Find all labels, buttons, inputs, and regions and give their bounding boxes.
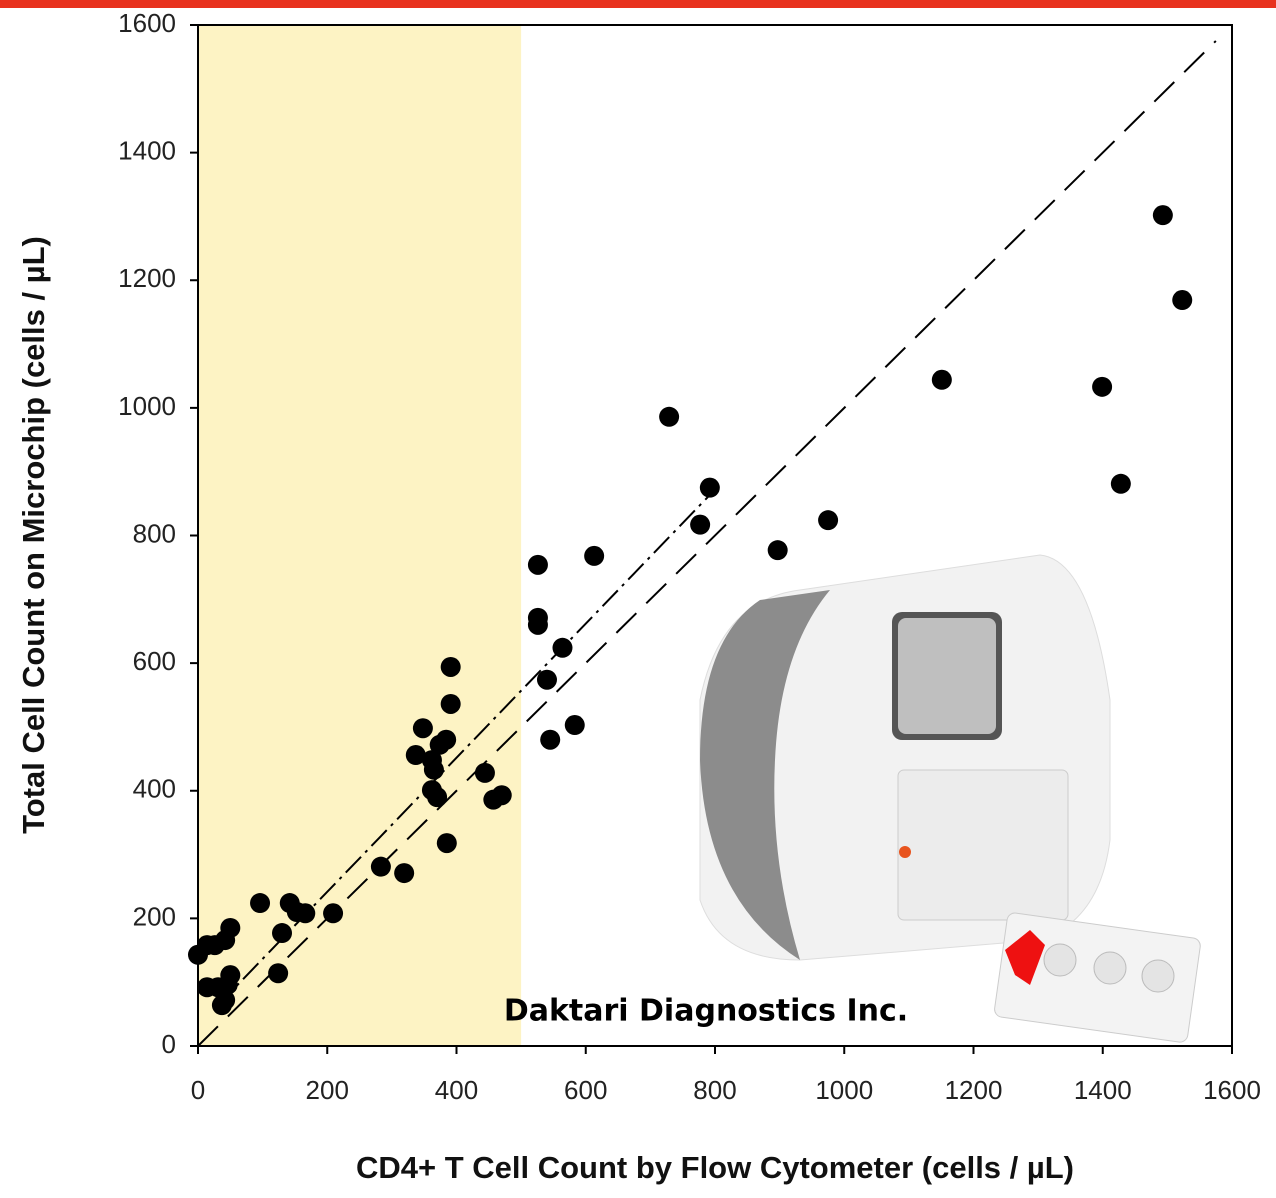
data-point	[323, 903, 344, 924]
plot-area: 0 200 400 600 800 1000 1200 1400 1600 0 200 400 600 8…	[118, 8, 1261, 1105]
top-bar	[0, 0, 1276, 8]
data-point	[767, 540, 788, 561]
data-point	[1110, 473, 1131, 494]
data-point	[436, 729, 457, 750]
data-point	[440, 656, 461, 677]
data-point	[1172, 290, 1193, 311]
data-point	[427, 787, 448, 808]
data-point	[423, 759, 444, 780]
x-tick-label: 600	[564, 1075, 607, 1105]
y-tick-label: 1600	[118, 8, 176, 38]
y-tick-label: 400	[133, 774, 176, 804]
annotation: Daktari Diagnostics Inc.	[504, 994, 908, 1029]
highlight-band	[198, 25, 522, 1046]
data-point	[491, 785, 512, 806]
data-point	[1152, 205, 1173, 226]
x-tick-label: 1200	[945, 1075, 1003, 1105]
data-point	[699, 477, 720, 498]
x-tick-label: 1000	[815, 1075, 873, 1105]
data-point	[370, 856, 391, 877]
data-point	[436, 833, 457, 854]
y-tick-label: 0	[162, 1029, 176, 1059]
data-point	[295, 903, 316, 924]
data-point	[527, 614, 548, 635]
y-tick-label: 1200	[118, 263, 176, 293]
data-point	[552, 637, 573, 658]
data-point	[818, 510, 839, 531]
data-point	[250, 893, 271, 914]
data-point	[220, 917, 241, 938]
data-point	[268, 963, 289, 984]
data-point	[405, 745, 426, 766]
data-point	[540, 729, 561, 750]
data-point	[931, 369, 952, 390]
x-tick-label: 200	[306, 1075, 349, 1105]
x-tick-label: 800	[693, 1075, 736, 1105]
y-tick-label: 1000	[118, 391, 176, 421]
data-point	[412, 718, 433, 739]
data-point	[211, 995, 232, 1016]
x-tick-label: 1400	[1074, 1075, 1132, 1105]
data-point	[690, 514, 711, 535]
data-point	[440, 693, 461, 714]
y-tick-label: 800	[133, 518, 176, 548]
data-point	[564, 715, 585, 736]
data-point	[659, 406, 680, 427]
y-tick-label: 200	[133, 901, 176, 931]
y-axis-title: Total Cell Count on Microchip (cells / µ…	[16, 236, 51, 834]
data-point	[584, 545, 605, 566]
x-tick-label: 1600	[1203, 1075, 1261, 1105]
y-tick-label: 1400	[118, 136, 176, 166]
data-point	[474, 762, 495, 783]
reference-line	[197, 40, 1217, 1047]
x-axis-title: CD4+ T Cell Count by Flow Cytometer (cel…	[356, 1150, 1074, 1185]
data-point	[272, 923, 293, 944]
data-point	[394, 863, 415, 884]
y-tick-label: 600	[133, 646, 176, 676]
x-tick-label: 0	[191, 1075, 205, 1105]
data-point	[527, 554, 548, 575]
x-tick-label: 400	[435, 1075, 478, 1105]
data-point	[1092, 376, 1113, 397]
data-point	[536, 669, 557, 690]
device-illustration	[699, 554, 1201, 1043]
data-point	[220, 965, 241, 986]
